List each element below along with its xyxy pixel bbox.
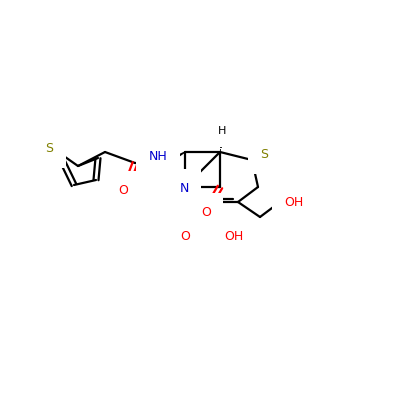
Polygon shape [165,152,185,164]
Text: NH: NH [149,150,167,164]
Text: OH: OH [224,230,244,244]
Text: S: S [260,148,268,162]
Text: N: N [179,182,189,194]
Text: OH: OH [284,196,304,208]
Text: O: O [118,184,128,196]
Text: O: O [180,230,190,244]
Text: O: O [201,206,211,218]
Text: H: H [218,126,226,136]
Text: S: S [45,142,53,156]
